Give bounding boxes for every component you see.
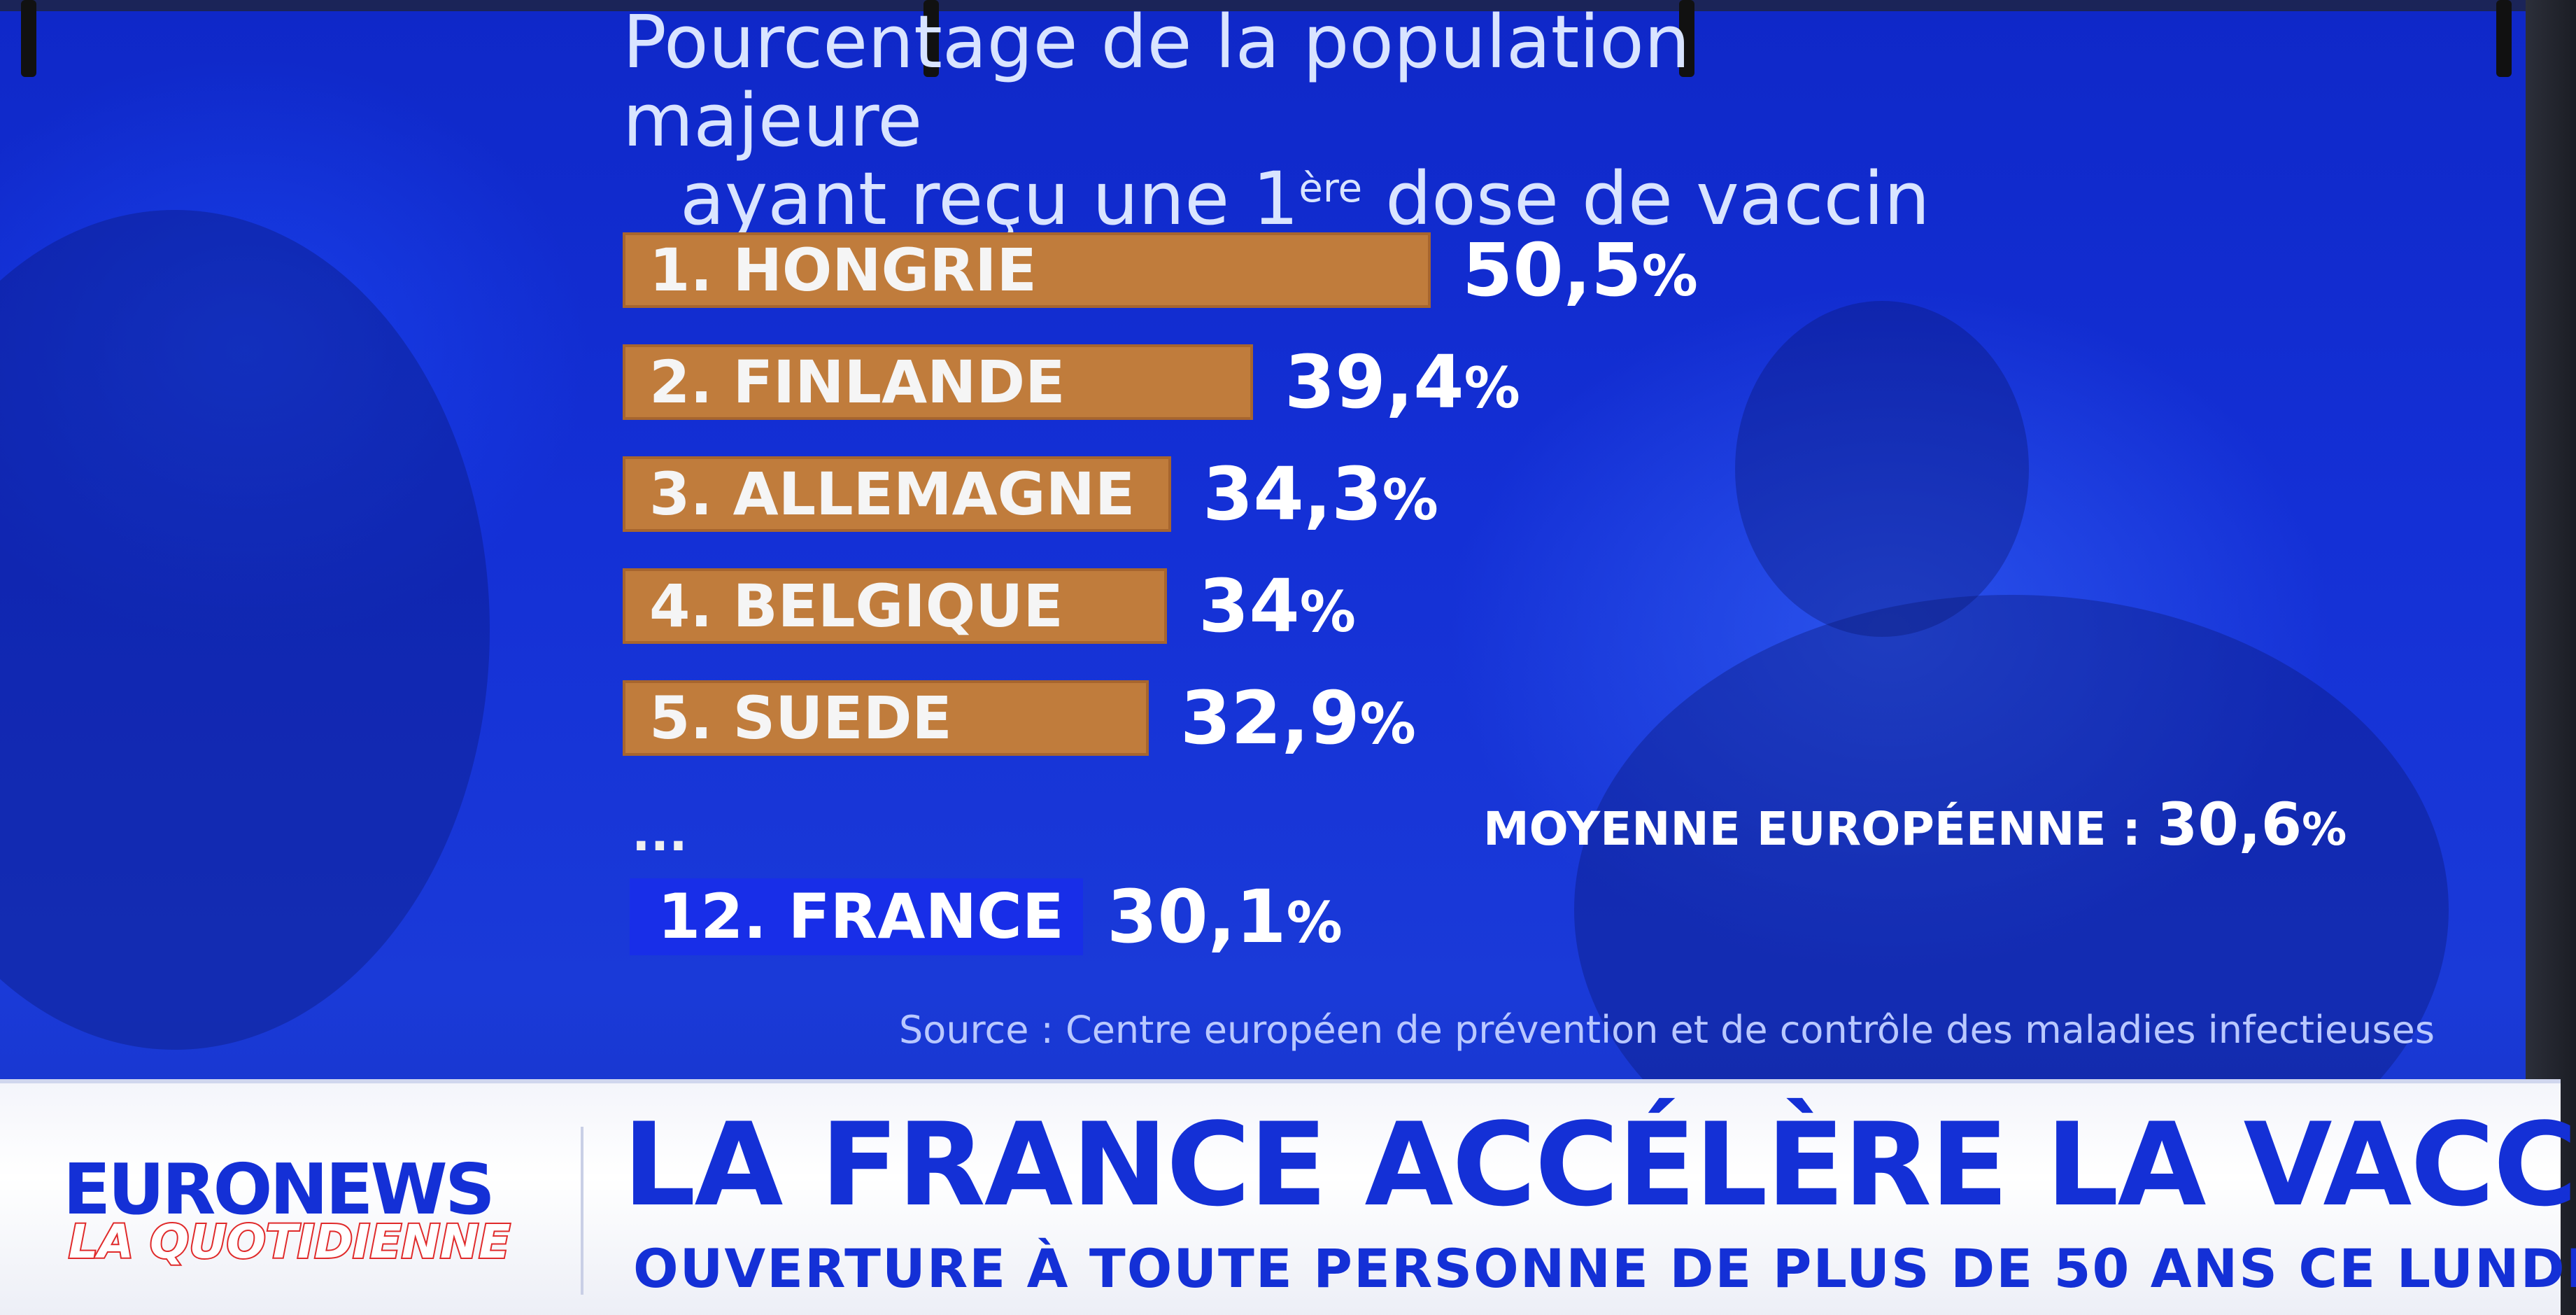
ticker-subline: OUVERTURE À TOUTE PERSONNE DE PLUS DE 50… — [633, 1237, 2576, 1300]
news-ticker — [0, 1079, 2561, 1315]
bar-2 — [623, 344, 1253, 420]
ticker-divider — [581, 1127, 583, 1295]
bar-value-5: 32,9% — [1180, 680, 1416, 762]
screen-top-edge — [0, 0, 2576, 11]
bar-value-percent-3: % — [1382, 467, 1438, 533]
logo-show-name: LA QUOTIDIENNE — [67, 1215, 511, 1269]
logo-wordmark: EURONEWS — [63, 1148, 495, 1230]
bar-4 — [623, 568, 1167, 644]
ticker-headline: LA FRANCE ACCÉLÈRE LA VACCINATION — [623, 1098, 2576, 1232]
bar-3 — [623, 456, 1171, 532]
france-label: 12. FRANCE — [658, 880, 1064, 952]
bar-label-1: 1. HONGRIE — [649, 236, 1037, 304]
european-average-percent: % — [2302, 804, 2347, 856]
bar-value-number-2: 39,4 — [1285, 339, 1464, 425]
bar-value-percent-2: % — [1464, 356, 1520, 421]
bar-value-2: 39,4% — [1285, 344, 1520, 426]
bar-value-3: 34,3% — [1203, 456, 1438, 538]
chart-title-line2: ayant reçu une 1ère dose de vaccin : — [623, 160, 1952, 316]
background-figure-left — [0, 210, 490, 1050]
france-value-percent: % — [1286, 890, 1343, 955]
bar-1 — [623, 232, 1431, 308]
bar-5 — [623, 680, 1149, 756]
bar-value-1: 50,5% — [1462, 232, 1698, 314]
bar-value-number-4: 34 — [1198, 563, 1300, 649]
bar-value-percent-4: % — [1299, 579, 1356, 645]
european-average-number: 30,6 — [2156, 790, 2302, 859]
bar-value-percent-5: % — [1359, 691, 1416, 757]
clip-4 — [2496, 0, 2512, 77]
bar-value-number-5: 32,9 — [1180, 675, 1360, 761]
clip-3 — [1679, 0, 1694, 77]
france-value: 30,1% — [1107, 878, 1343, 962]
bar-value-number-3: 34,3 — [1203, 451, 1382, 537]
bar-label-4: 4. BELGIQUE — [649, 572, 1063, 640]
chart-title-line2-pre: ayant reçu une 1 — [680, 156, 1299, 241]
bar-value-number-1: 50,5 — [1462, 227, 1642, 313]
ellipsis: ... — [632, 805, 688, 862]
clip-1 — [21, 0, 36, 77]
chart-title-line2-sup: ère — [1298, 166, 1363, 211]
france-value-number: 30,1 — [1107, 874, 1287, 959]
euronews-logo: EURONEWS LA QUOTIDIENNE — [63, 1155, 525, 1274]
bar-label-3: 3. ALLEMAGNE — [649, 460, 1135, 528]
chart-title: Pourcentage de la population majeure aya… — [623, 3, 1952, 316]
european-average: MOYENNE EUROPÉENNE : 30,6% — [1483, 789, 2347, 865]
european-average-label: MOYENNE EUROPÉENNE : — [1483, 802, 2141, 856]
clip-2 — [923, 0, 939, 77]
bar-value-4: 34% — [1198, 568, 1356, 650]
european-average-value: 30,6% — [2157, 790, 2347, 859]
bar-label-5: 5. SUEDE — [649, 684, 952, 752]
source-note: Source : Centre européen de prévention e… — [899, 1008, 2435, 1052]
bar-value-percent-1: % — [1641, 244, 1698, 309]
bar-label-2: 2. FINLANDE — [649, 348, 1066, 416]
chart-title-line1: Pourcentage de la population majeure — [623, 0, 1690, 163]
background-figure-head — [1735, 301, 2029, 637]
france-highlight-box — [630, 878, 1083, 955]
